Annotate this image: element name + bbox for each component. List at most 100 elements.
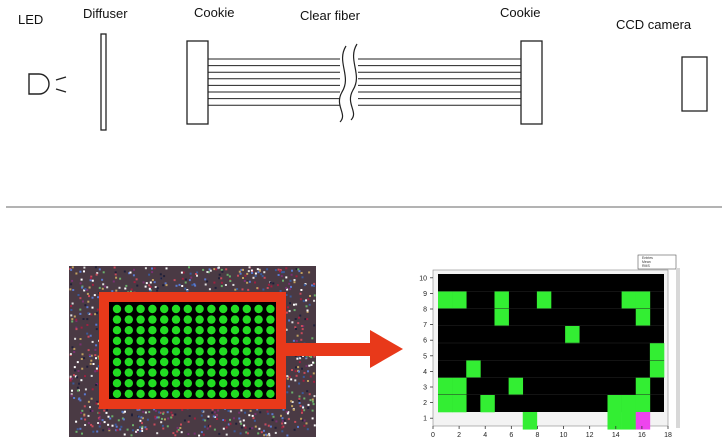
hit-cell [452,291,467,309]
noise-pixel [234,288,237,291]
noise-pixel [268,434,271,437]
noise-pixel [306,390,309,393]
noise-pixel [178,283,181,286]
noise-pixel [207,424,210,427]
noise-pixel [295,339,298,342]
noise-pixel [222,427,225,430]
fiber-dot [124,357,133,367]
fiber-dot [242,389,251,398]
fiber-dot [195,347,204,356]
noise-pixel [90,275,93,278]
noise-pixel [71,302,74,305]
noise-pixel [194,284,197,287]
noise-pixel [156,416,159,419]
noise-pixel [177,429,180,431]
hit-cell [607,394,622,413]
noise-pixel [92,363,95,365]
fiber-dot [124,336,133,345]
noise-pixel [69,375,72,378]
noise-pixel [298,395,301,398]
y-tick-label: 10 [419,275,427,282]
noise-pixel [274,269,277,272]
noise-pixel [243,424,246,427]
noise-pixel [78,382,80,385]
noise-pixel [183,419,186,422]
fiber-dot [136,315,145,324]
noise-pixel [151,267,153,270]
noise-pixel [96,272,99,275]
noise-pixel [90,313,93,316]
noise-pixel [94,354,97,357]
noise-pixel [89,334,92,337]
fiber-dot [266,347,275,356]
noise-pixel [208,288,211,291]
noise-pixel [217,409,220,412]
cookie-right-label: Cookie [500,5,541,20]
noise-pixel [81,285,84,288]
noise-pixel [307,380,309,382]
noise-pixel [251,427,254,430]
hit-cell [621,291,637,309]
noise-pixel [106,286,109,289]
fiber-dot [266,336,275,345]
noise-pixel [213,411,216,414]
noise-pixel [265,433,268,436]
noise-pixel [285,294,288,296]
noise-pixel [151,279,154,281]
fiber-dot [219,304,228,314]
noise-pixel [291,405,294,408]
fiber-dot [124,368,133,377]
noise-pixel [70,393,73,396]
fiber-dot [124,304,133,314]
noise-pixel [267,412,270,415]
noise-pixel [305,305,308,308]
noise-pixel [302,300,305,303]
noise-pixel [86,332,89,335]
noise-pixel [249,409,252,412]
noise-pixel [81,409,84,412]
noise-pixel [125,284,128,287]
noise-pixel [79,282,82,285]
noise-pixel [174,413,177,416]
noise-pixel [285,286,288,289]
hit-cell [480,394,495,413]
noise-pixel [80,411,83,414]
noise-pixel [301,409,304,412]
noise-pixel [229,418,231,421]
noise-pixel [126,428,129,431]
fiber-break-gap [340,44,358,122]
noise-pixel [83,357,86,360]
noise-pixel [87,335,90,338]
noise-pixel [80,379,83,382]
noise-pixel [285,328,288,331]
noise-pixel [149,281,152,284]
noise-pixel [95,323,98,326]
noise-pixel [132,274,135,277]
noise-pixel [166,411,169,414]
legend-line: Mean [642,260,651,264]
noise-pixel [295,374,298,377]
y-tick-label: 8 [423,307,427,314]
fiber-dot [219,379,228,388]
noise-pixel [312,361,314,364]
cookie-left-block [186,40,209,125]
noise-pixel [232,283,235,286]
noise-pixel [291,321,294,324]
noise-pixel [233,430,236,433]
noise-pixel [220,268,223,271]
fiber-dot [136,357,145,367]
noise-pixel [96,369,99,372]
noise-pixel [306,428,309,431]
noise-pixel [95,273,98,276]
noise-pixel [287,411,290,414]
hit-cell [536,291,552,309]
noise-pixel [211,411,214,414]
noise-pixel [254,413,257,416]
noise-pixel [180,271,183,274]
noise-pixel [254,275,257,277]
fiber-dot [183,379,192,388]
y-tick-label: 1 [423,416,427,423]
fiber-dot [136,389,145,398]
noise-pixel [305,299,308,302]
